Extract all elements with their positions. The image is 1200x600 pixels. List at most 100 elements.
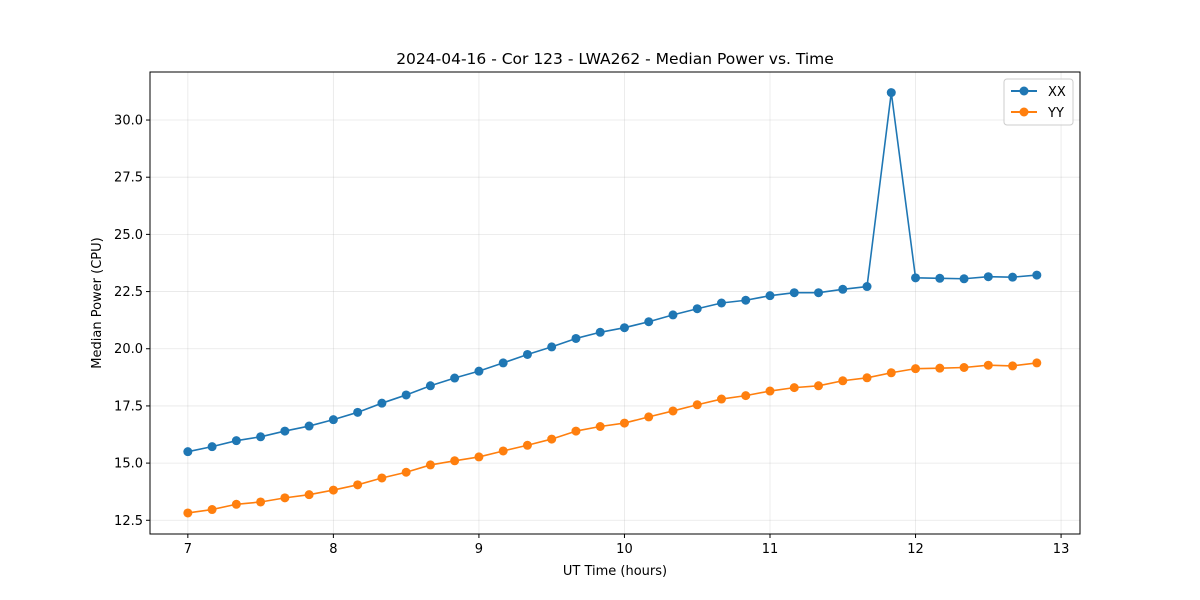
data-point-xx [814, 288, 824, 298]
legend-marker-yy [1019, 107, 1029, 117]
data-point-yy [668, 406, 678, 416]
data-point-yy [838, 376, 848, 386]
data-point-yy [280, 493, 290, 503]
data-point-xx [911, 273, 921, 283]
data-point-xx [498, 358, 508, 368]
series-layer [183, 88, 1042, 518]
data-point-xx [183, 447, 193, 457]
data-point-yy [425, 460, 435, 470]
data-point-yy [522, 440, 532, 450]
data-point-xx [328, 415, 338, 425]
data-point-xx [716, 298, 726, 308]
data-point-xx [377, 398, 387, 408]
data-point-yy [911, 364, 921, 374]
legend: XX YY [1003, 78, 1074, 126]
data-point-yy [377, 473, 387, 483]
y-axis-label: Median Power (CPU) [90, 237, 105, 368]
data-point-xx [280, 426, 290, 436]
data-point-yy [183, 508, 193, 518]
data-point-yy [959, 362, 969, 372]
data-point-yy [353, 480, 363, 490]
y-tick-label: 22.5 [114, 285, 143, 300]
y-tick-label: 27.5 [114, 171, 143, 186]
data-point-yy [571, 426, 581, 436]
data-point-xx [571, 333, 581, 343]
data-point-yy [450, 456, 460, 466]
data-point-yy [983, 360, 993, 370]
data-point-xx [425, 381, 435, 391]
legend-label-yy: YY [1047, 106, 1064, 121]
data-point-yy [886, 368, 896, 378]
data-point-xx [838, 284, 848, 294]
data-point-xx [983, 272, 993, 282]
data-point-xx [256, 432, 266, 442]
data-point-yy [741, 391, 751, 401]
data-point-xx [474, 366, 484, 376]
data-point-yy [765, 386, 775, 396]
data-point-yy [304, 490, 314, 500]
data-point-yy [862, 373, 872, 383]
data-point-xx [959, 274, 969, 284]
data-point-yy [814, 381, 824, 391]
chart-title: 2024-04-16 - Cor 123 - LWA262 - Median P… [396, 50, 834, 68]
data-point-xx [741, 295, 751, 305]
data-point-xx [862, 282, 872, 292]
data-point-yy [328, 485, 338, 495]
legend-label-xx: XX [1048, 85, 1066, 100]
data-point-yy [207, 505, 217, 515]
data-point-xx [668, 310, 678, 320]
plot-area-frame [149, 71, 1081, 535]
data-point-xx [547, 342, 557, 352]
x-tick-label: 11 [762, 542, 779, 557]
y-tick-label: 15.0 [114, 457, 143, 472]
data-point-xx [450, 373, 460, 383]
y-tick-label: 30.0 [114, 114, 143, 129]
data-point-xx [401, 390, 411, 400]
data-point-xx [765, 291, 775, 301]
data-point-yy [595, 422, 605, 432]
grid [150, 72, 1080, 534]
data-point-yy [692, 400, 702, 410]
data-point-yy [231, 499, 241, 509]
y-tick-label: 25.0 [114, 228, 143, 243]
data-point-yy [256, 497, 266, 507]
data-point-xx [207, 442, 217, 452]
y-tick-label: 20.0 [114, 342, 143, 357]
data-point-yy [401, 467, 411, 477]
data-point-xx [935, 273, 945, 283]
data-point-xx [619, 323, 629, 333]
y-tick-label: 12.5 [114, 514, 143, 529]
data-point-xx [789, 288, 799, 298]
y-axis-ticks: 12.5 15.0 17.5 20.0 22.5 25.0 27.5 30.0 [114, 114, 150, 529]
x-tick-label: 9 [475, 542, 483, 557]
x-tick-label: 13 [1053, 542, 1070, 557]
data-point-yy [789, 383, 799, 393]
data-point-yy [716, 394, 726, 404]
data-point-yy [619, 418, 629, 428]
data-point-xx [886, 88, 896, 98]
data-point-xx [522, 349, 532, 359]
data-point-xx [231, 436, 241, 446]
y-tick-label: 17.5 [114, 399, 143, 414]
data-point-xx [1008, 272, 1018, 282]
data-point-xx [1032, 270, 1042, 280]
data-point-xx [595, 327, 605, 337]
data-point-xx [692, 304, 702, 314]
x-tick-label: 8 [329, 542, 337, 557]
data-point-yy [1032, 358, 1042, 368]
legend-marker-xx [1019, 86, 1029, 96]
data-point-yy [935, 363, 945, 373]
x-axis-ticks: 7 8 9 10 11 12 13 [184, 534, 1070, 557]
data-point-yy [547, 434, 557, 444]
data-point-yy [644, 412, 654, 422]
data-point-yy [474, 452, 484, 462]
data-point-xx [644, 317, 654, 327]
data-point-xx [304, 421, 314, 431]
x-tick-label: 7 [184, 542, 192, 557]
x-tick-label: 12 [907, 542, 924, 557]
data-point-yy [1008, 361, 1018, 371]
x-tick-label: 10 [616, 542, 633, 557]
x-axis-label: UT Time (hours) [563, 564, 667, 579]
